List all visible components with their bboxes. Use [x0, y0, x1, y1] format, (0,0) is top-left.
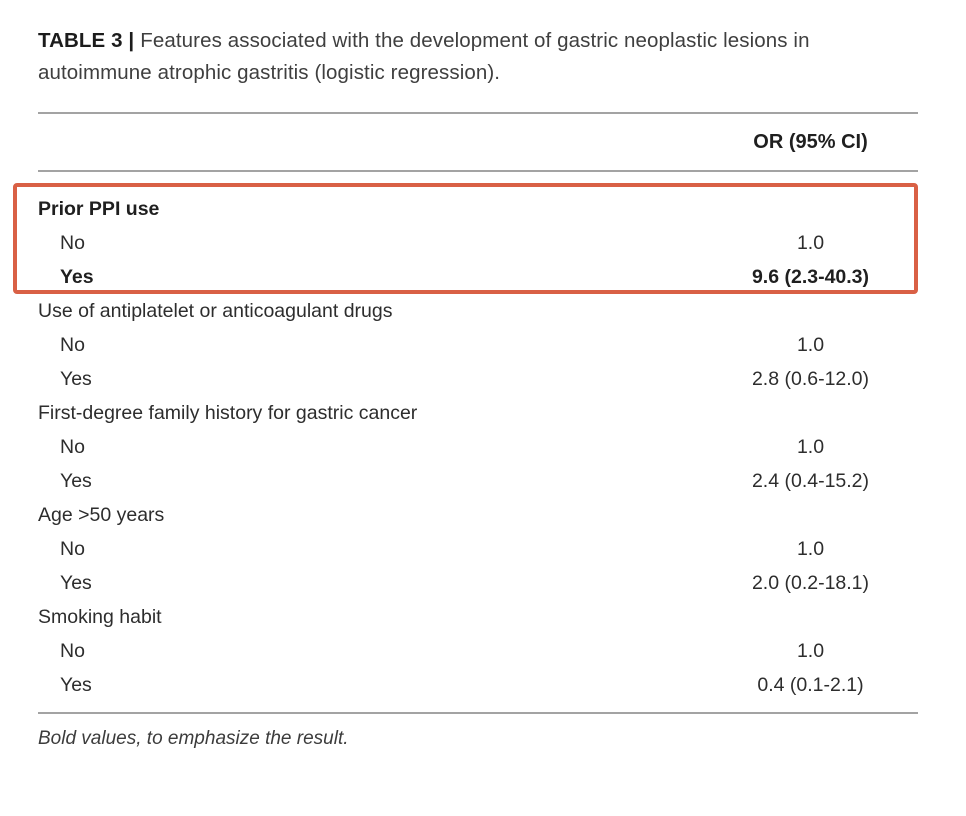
table-row-group-label: First-degree family history for gastric …	[38, 396, 918, 430]
table-row: No 1.0	[38, 634, 918, 668]
divider-bottom	[38, 712, 918, 714]
row-label: First-degree family history for gastric …	[38, 401, 418, 424]
row-value: 2.8 (0.6-12.0)	[751, 367, 870, 390]
table-row: No 1.0	[38, 430, 918, 464]
row-label: Use of antiplatelet or anticoagulant dru…	[38, 299, 393, 322]
row-value: 1.0	[796, 639, 825, 662]
row-value: 2.0 (0.2-18.1)	[751, 571, 870, 594]
table-row: No 1.0	[38, 532, 918, 566]
table-row: Yes 2.8 (0.6-12.0)	[38, 362, 918, 396]
row-label: Prior PPI use	[38, 197, 160, 220]
table-caption-text: Features associated with the development…	[38, 29, 810, 84]
table-row: Yes 9.6 (2.3-40.3)	[38, 260, 918, 294]
row-label: Yes	[60, 367, 92, 390]
row-value: 0.4 (0.1-2.1)	[757, 673, 864, 696]
row-label: Smoking habit	[38, 605, 162, 628]
table-row-group-label: Smoking habit	[38, 600, 918, 634]
footnote: Bold values, to emphasize the result.	[38, 728, 349, 749]
row-label: No	[60, 537, 85, 560]
row-label: Yes	[60, 469, 92, 492]
table-body: Prior PPI use No 1.0 Yes 9.6 (2.3-40.3) Use o…	[13, 172, 918, 712]
table-caption: TABLE 3 | Features associated with the de…	[38, 25, 886, 89]
row-label: No	[60, 231, 85, 254]
table-row: No 1.0	[38, 328, 918, 362]
row-label: No	[60, 333, 85, 356]
row-value: 1.0	[796, 537, 825, 560]
row-value: 1.0	[796, 333, 825, 356]
table-row-group-label: Prior PPI use	[38, 192, 918, 226]
header-or-column: OR (95% CI)	[753, 130, 868, 153]
row-value: 2.4 (0.4-15.2)	[751, 469, 870, 492]
row-label: No	[60, 639, 85, 662]
table-row-group-label: Age >50 years	[38, 498, 918, 532]
row-label: No	[60, 435, 85, 458]
row-label: Yes	[60, 265, 94, 288]
table-row: Yes 2.0 (0.2-18.1)	[38, 566, 918, 600]
divider-header	[38, 170, 918, 172]
row-value: 1.0	[796, 231, 825, 254]
table-row: Yes 2.4 (0.4-15.2)	[38, 464, 918, 498]
table-row: No 1.0	[38, 226, 918, 260]
table-header-row: OR (95% CI)	[38, 114, 918, 170]
divider-top	[38, 112, 918, 114]
table-row: Yes 0.4 (0.1-2.1)	[38, 668, 918, 702]
row-label: Age >50 years	[38, 503, 165, 526]
table-row-group-label: Use of antiplatelet or anticoagulant dru…	[38, 294, 918, 328]
row-label: Yes	[60, 571, 92, 594]
table-figure: TABLE 3 | Features associated with the de…	[13, 25, 918, 750]
row-value: 1.0	[796, 435, 825, 458]
row-value: 9.6 (2.3-40.3)	[751, 265, 870, 288]
table-caption-number: TABLE 3 |	[38, 29, 135, 52]
row-label: Yes	[60, 673, 92, 696]
